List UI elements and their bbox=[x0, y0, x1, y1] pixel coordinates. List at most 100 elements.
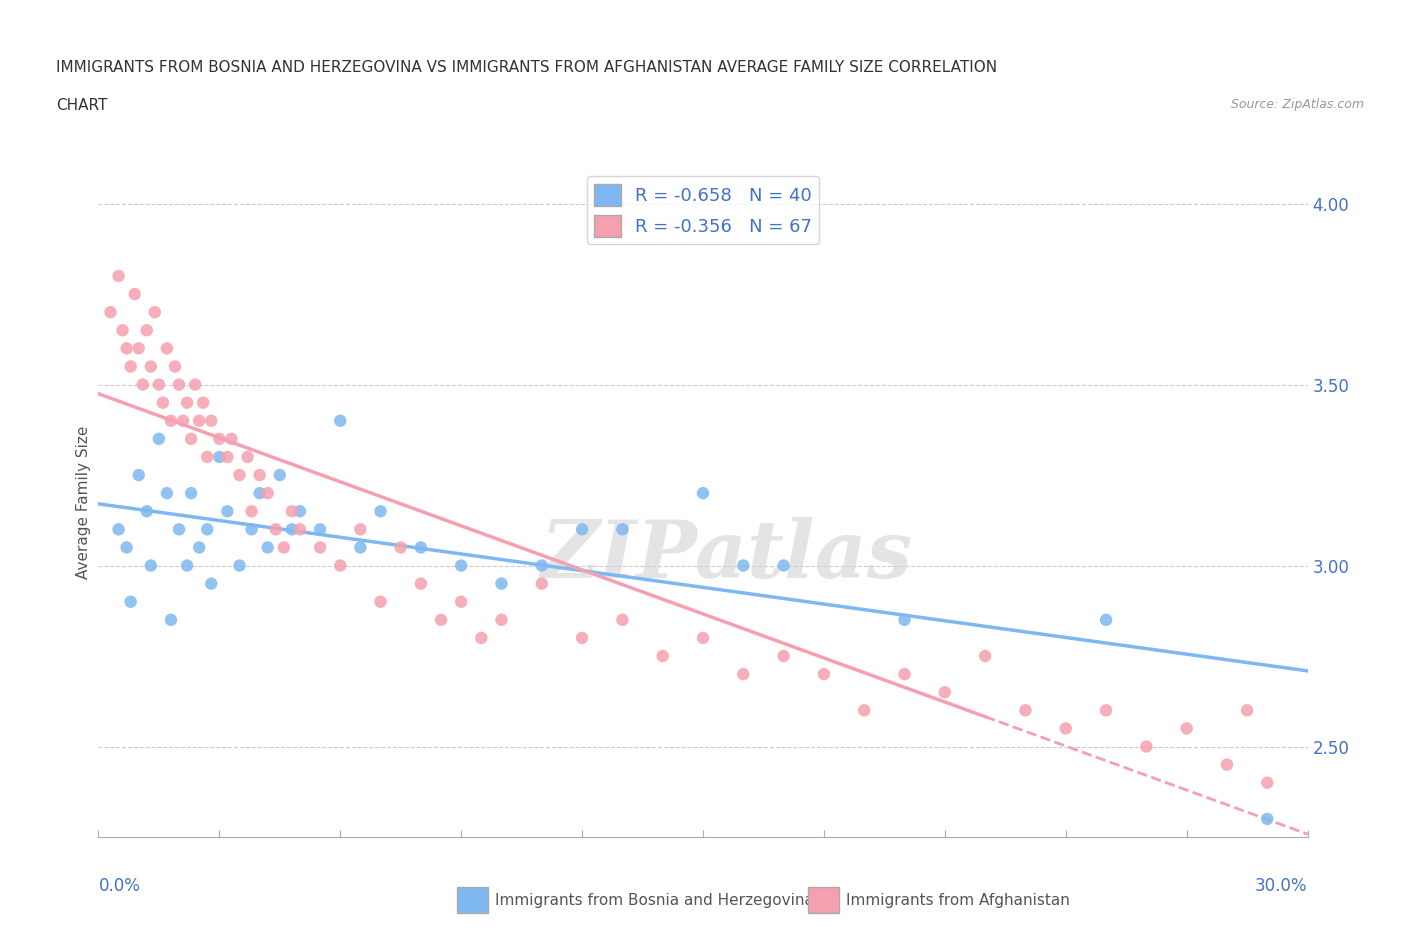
Point bbox=[273, 540, 295, 555]
Point bbox=[188, 540, 211, 555]
Point bbox=[217, 449, 239, 464]
Point bbox=[288, 522, 311, 537]
Point bbox=[188, 413, 211, 428]
Point bbox=[111, 323, 134, 338]
Point bbox=[180, 432, 202, 446]
Point bbox=[1135, 739, 1157, 754]
Point bbox=[228, 468, 250, 483]
Point bbox=[135, 504, 157, 519]
Point bbox=[184, 378, 207, 392]
Point bbox=[370, 504, 392, 519]
Point bbox=[893, 667, 915, 682]
Point bbox=[249, 468, 271, 483]
Point bbox=[491, 577, 513, 591]
Point bbox=[530, 558, 553, 573]
Point bbox=[571, 631, 593, 645]
Text: ZIPatlas: ZIPatlas bbox=[541, 517, 914, 594]
Point bbox=[349, 522, 371, 537]
Point bbox=[692, 485, 714, 500]
Point bbox=[115, 341, 138, 356]
Point bbox=[228, 558, 250, 573]
Point bbox=[160, 413, 183, 428]
Point bbox=[1095, 703, 1118, 718]
Point bbox=[281, 504, 304, 519]
Point bbox=[180, 485, 202, 500]
Point bbox=[281, 522, 304, 537]
Point bbox=[264, 522, 287, 537]
Point bbox=[195, 522, 218, 537]
Point bbox=[128, 341, 150, 356]
Point bbox=[208, 449, 231, 464]
Point bbox=[176, 395, 198, 410]
Point bbox=[450, 594, 472, 609]
Point bbox=[172, 413, 194, 428]
Point bbox=[571, 522, 593, 537]
Point bbox=[612, 612, 634, 627]
Point bbox=[193, 395, 215, 410]
Point bbox=[450, 558, 472, 573]
Point bbox=[139, 558, 162, 573]
Text: Immigrants from Afghanistan: Immigrants from Afghanistan bbox=[846, 893, 1070, 908]
Point bbox=[409, 540, 432, 555]
Point bbox=[221, 432, 243, 446]
Point bbox=[612, 522, 634, 537]
Point bbox=[240, 522, 263, 537]
Point bbox=[120, 594, 142, 609]
Point bbox=[143, 305, 166, 320]
Point bbox=[135, 323, 157, 338]
Point bbox=[256, 485, 278, 500]
Point bbox=[1175, 721, 1198, 736]
Point bbox=[893, 612, 915, 627]
Point bbox=[813, 667, 835, 682]
Point bbox=[160, 612, 183, 627]
Text: CHART: CHART bbox=[56, 98, 108, 113]
Point bbox=[1054, 721, 1077, 736]
Point bbox=[733, 667, 755, 682]
Point bbox=[309, 522, 332, 537]
Point bbox=[389, 540, 412, 555]
Point bbox=[974, 648, 997, 663]
Point bbox=[430, 612, 453, 627]
Point bbox=[200, 577, 222, 591]
Point bbox=[288, 504, 311, 519]
Point bbox=[1256, 812, 1278, 827]
Point bbox=[139, 359, 162, 374]
Point bbox=[491, 612, 513, 627]
Point bbox=[772, 558, 794, 573]
Point bbox=[530, 577, 553, 591]
Point bbox=[176, 558, 198, 573]
Point bbox=[115, 540, 138, 555]
Point bbox=[167, 522, 190, 537]
Y-axis label: Average Family Size: Average Family Size bbox=[76, 426, 91, 578]
Point bbox=[240, 504, 263, 519]
Point bbox=[1216, 757, 1239, 772]
Point bbox=[329, 413, 352, 428]
Point bbox=[1236, 703, 1258, 718]
Point bbox=[370, 594, 392, 609]
Point bbox=[733, 558, 755, 573]
Point bbox=[156, 485, 179, 500]
Point bbox=[256, 540, 278, 555]
Point bbox=[132, 378, 155, 392]
Text: 0.0%: 0.0% bbox=[98, 877, 141, 896]
Point bbox=[269, 468, 291, 483]
Point bbox=[853, 703, 876, 718]
Point bbox=[100, 305, 122, 320]
Point bbox=[200, 413, 222, 428]
Point bbox=[692, 631, 714, 645]
Point bbox=[128, 468, 150, 483]
Point bbox=[195, 449, 218, 464]
Text: Source: ZipAtlas.com: Source: ZipAtlas.com bbox=[1230, 98, 1364, 111]
Point bbox=[124, 286, 146, 301]
Point bbox=[148, 378, 170, 392]
Text: Immigrants from Bosnia and Herzegovina: Immigrants from Bosnia and Herzegovina bbox=[495, 893, 814, 908]
Point bbox=[120, 359, 142, 374]
Point bbox=[934, 684, 956, 699]
Point bbox=[107, 522, 129, 537]
Point bbox=[107, 269, 129, 284]
Point bbox=[236, 449, 259, 464]
Point bbox=[1256, 776, 1278, 790]
Point bbox=[409, 577, 432, 591]
Point bbox=[217, 504, 239, 519]
Point bbox=[651, 648, 673, 663]
